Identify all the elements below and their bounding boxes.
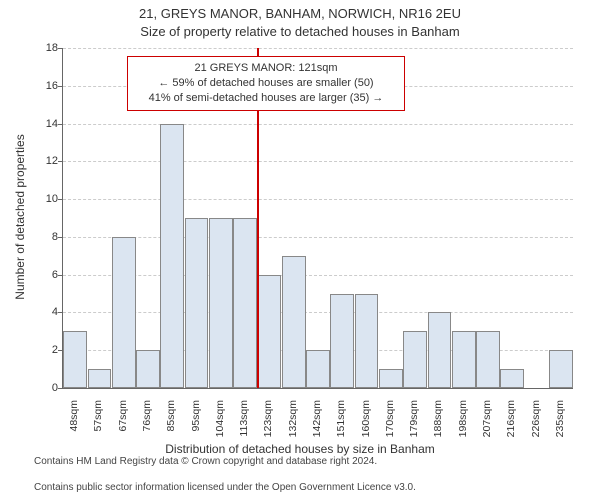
- grid-line: [63, 124, 573, 125]
- y-tick-label: 10: [30, 193, 58, 205]
- y-tick-mark: [58, 237, 63, 238]
- y-tick-mark: [58, 275, 63, 276]
- y-axis-title: Number of detached properties: [13, 127, 27, 307]
- histogram-bar: [233, 218, 257, 388]
- histogram-bar: [428, 312, 452, 388]
- histogram-bar: [258, 275, 282, 388]
- y-tick-mark: [58, 48, 63, 49]
- grid-line: [63, 237, 573, 238]
- callout-line-larger: 41% of semi-detached houses are larger (…: [136, 91, 396, 106]
- y-tick-mark: [58, 161, 63, 162]
- histogram-bar: [330, 294, 354, 388]
- histogram-bar: [476, 331, 500, 388]
- histogram-bar: [185, 218, 209, 388]
- y-tick-label: 0: [30, 382, 58, 394]
- y-tick-label: 12: [30, 155, 58, 167]
- y-tick-label: 6: [30, 269, 58, 281]
- callout-line-smaller: ← 59% of detached houses are smaller (50…: [136, 76, 396, 91]
- histogram-bar: [379, 369, 403, 388]
- y-tick-mark: [58, 199, 63, 200]
- chart-subtitle: Size of property relative to detached ho…: [0, 24, 600, 39]
- histogram-bar: [549, 350, 573, 388]
- y-tick-label: 18: [30, 42, 58, 54]
- y-tick-label: 16: [30, 80, 58, 92]
- histogram-bar: [88, 369, 112, 388]
- y-tick-label: 2: [30, 344, 58, 356]
- grid-line: [63, 275, 573, 276]
- histogram-bar: [112, 237, 136, 388]
- histogram-bar: [306, 350, 330, 388]
- callout-line-property: 21 GREYS MANOR: 121sqm: [136, 61, 396, 76]
- histogram-bar: [500, 369, 524, 388]
- grid-line: [63, 48, 573, 49]
- y-tick-mark: [58, 312, 63, 313]
- y-tick-label: 14: [30, 118, 58, 130]
- y-tick-label: 8: [30, 231, 58, 243]
- y-tick-mark: [58, 124, 63, 125]
- histogram-bar: [282, 256, 306, 388]
- histogram-bar: [355, 294, 379, 388]
- chart-title-address: 21, GREYS MANOR, BANHAM, NORWICH, NR16 2…: [0, 6, 600, 21]
- histogram-bar: [136, 350, 160, 388]
- callout-box: 21 GREYS MANOR: 121sqm ← 59% of detached…: [127, 56, 405, 111]
- y-tick-mark: [58, 388, 63, 389]
- chart-container: 21, GREYS MANOR, BANHAM, NORWICH, NR16 2…: [0, 0, 600, 500]
- grid-line: [63, 161, 573, 162]
- y-tick-label: 4: [30, 306, 58, 318]
- grid-line: [63, 312, 573, 313]
- histogram-bar: [63, 331, 87, 388]
- histogram-bar: [209, 218, 233, 388]
- histogram-bar: [403, 331, 427, 388]
- y-tick-mark: [58, 86, 63, 87]
- histogram-bar: [452, 331, 476, 388]
- histogram-bar: [160, 124, 184, 388]
- grid-line: [63, 199, 573, 200]
- attribution-text: Contains HM Land Registry data © Crown c…: [34, 442, 416, 494]
